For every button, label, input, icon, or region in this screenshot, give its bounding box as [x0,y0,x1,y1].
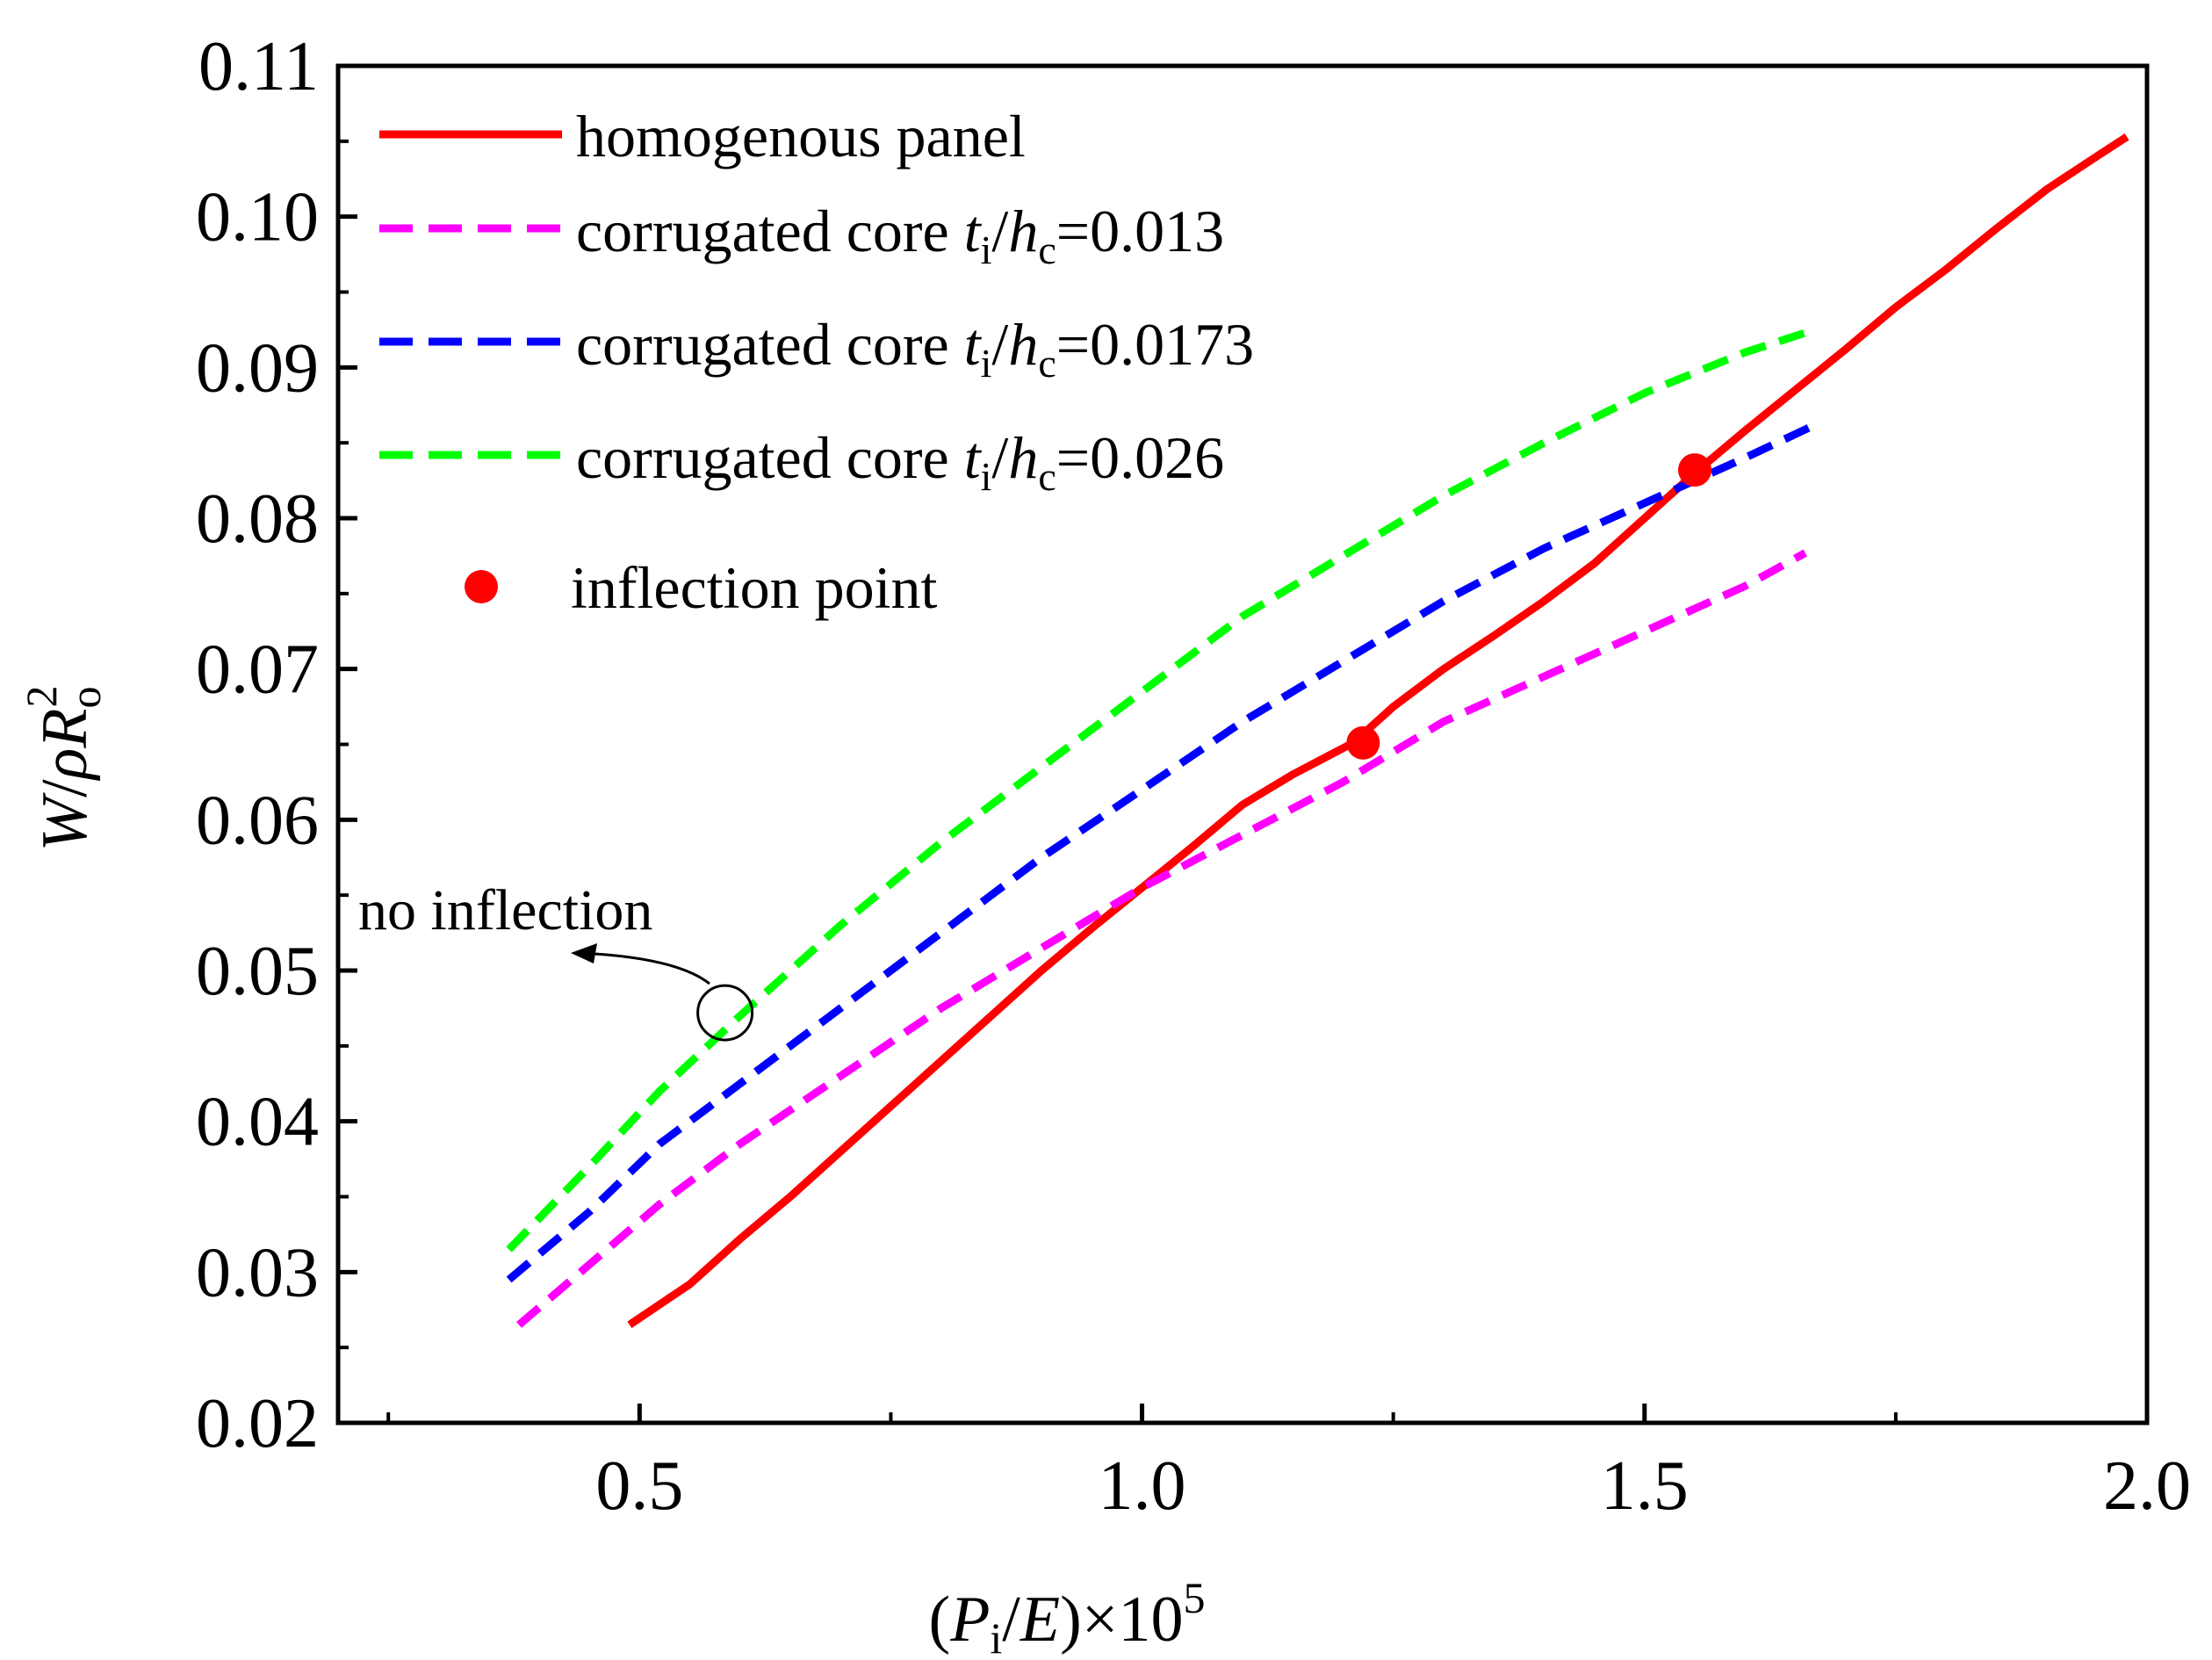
y-tick-label: 0.06 [196,782,319,859]
annotation-text: no inflection [358,878,652,942]
legend-label-0026: corrugated core ti/hc=0.026 [576,424,1224,499]
series-line-3 [506,328,1807,1252]
y-tick-label: 0.03 [196,1234,319,1311]
annotation-arrow [579,951,710,985]
legend-label-homogenous-text: homogenous panel [576,103,1026,170]
y-tick-label: 0.08 [196,480,319,558]
y-tick-label: 0.09 [196,329,319,407]
y-tick-label: 0.05 [196,933,319,1010]
series-line-2 [506,421,1818,1283]
inflection-point-marker [1678,453,1711,487]
x-axis-title: (Pi/E)×105 [929,1573,1206,1660]
x-tick-label: 1.0 [1099,1447,1186,1525]
x-tick-label: 2.0 [2103,1447,2191,1525]
legend-label-0013: corrugated core ti/hc=0.013 [576,198,1224,272]
inflection-markers [1346,453,1711,760]
plot-frame [335,63,2150,1425]
axis-ticks [338,63,2150,1425]
no-inflection-annotation: no inflection [358,878,754,1042]
y-axis-title: W/ρRo2 [17,686,110,852]
legend-swatch-inflection [465,570,498,603]
y-tick-label: 0.11 [198,28,319,105]
annotation-arrowhead [571,943,597,964]
series-line-0 [627,133,2129,1329]
inflection-point-marker [1346,725,1380,760]
series-layer [506,133,2129,1329]
legend-label-inflection: inflection point [571,554,937,621]
x-tick-label: 0.5 [595,1447,683,1525]
y-tick-label: 0.02 [196,1385,319,1462]
y-tick-label: 0.10 [196,179,319,256]
x-axis-tick-labels: 0.5 1.0 1.5 2.0 [595,1447,2191,1525]
legend-label-homogenous: homogenous panel [576,103,1026,170]
annotation-circle [696,984,754,1042]
y-axis-tick-labels: 0.02 0.03 0.04 0.05 0.06 0.07 0.08 0.09 0.10 0.11 [196,28,319,1462]
x-tick-label: 1.5 [1601,1447,1689,1525]
legend-label-00173: corrugated core ti/hc=0.0173 [576,311,1254,386]
y-tick-label: 0.07 [196,632,319,709]
series-line-1 [516,549,1808,1328]
legend: homogenous panel corrugated core ti/hc=0… [379,103,1254,621]
y-tick-label: 0.04 [196,1084,319,1161]
